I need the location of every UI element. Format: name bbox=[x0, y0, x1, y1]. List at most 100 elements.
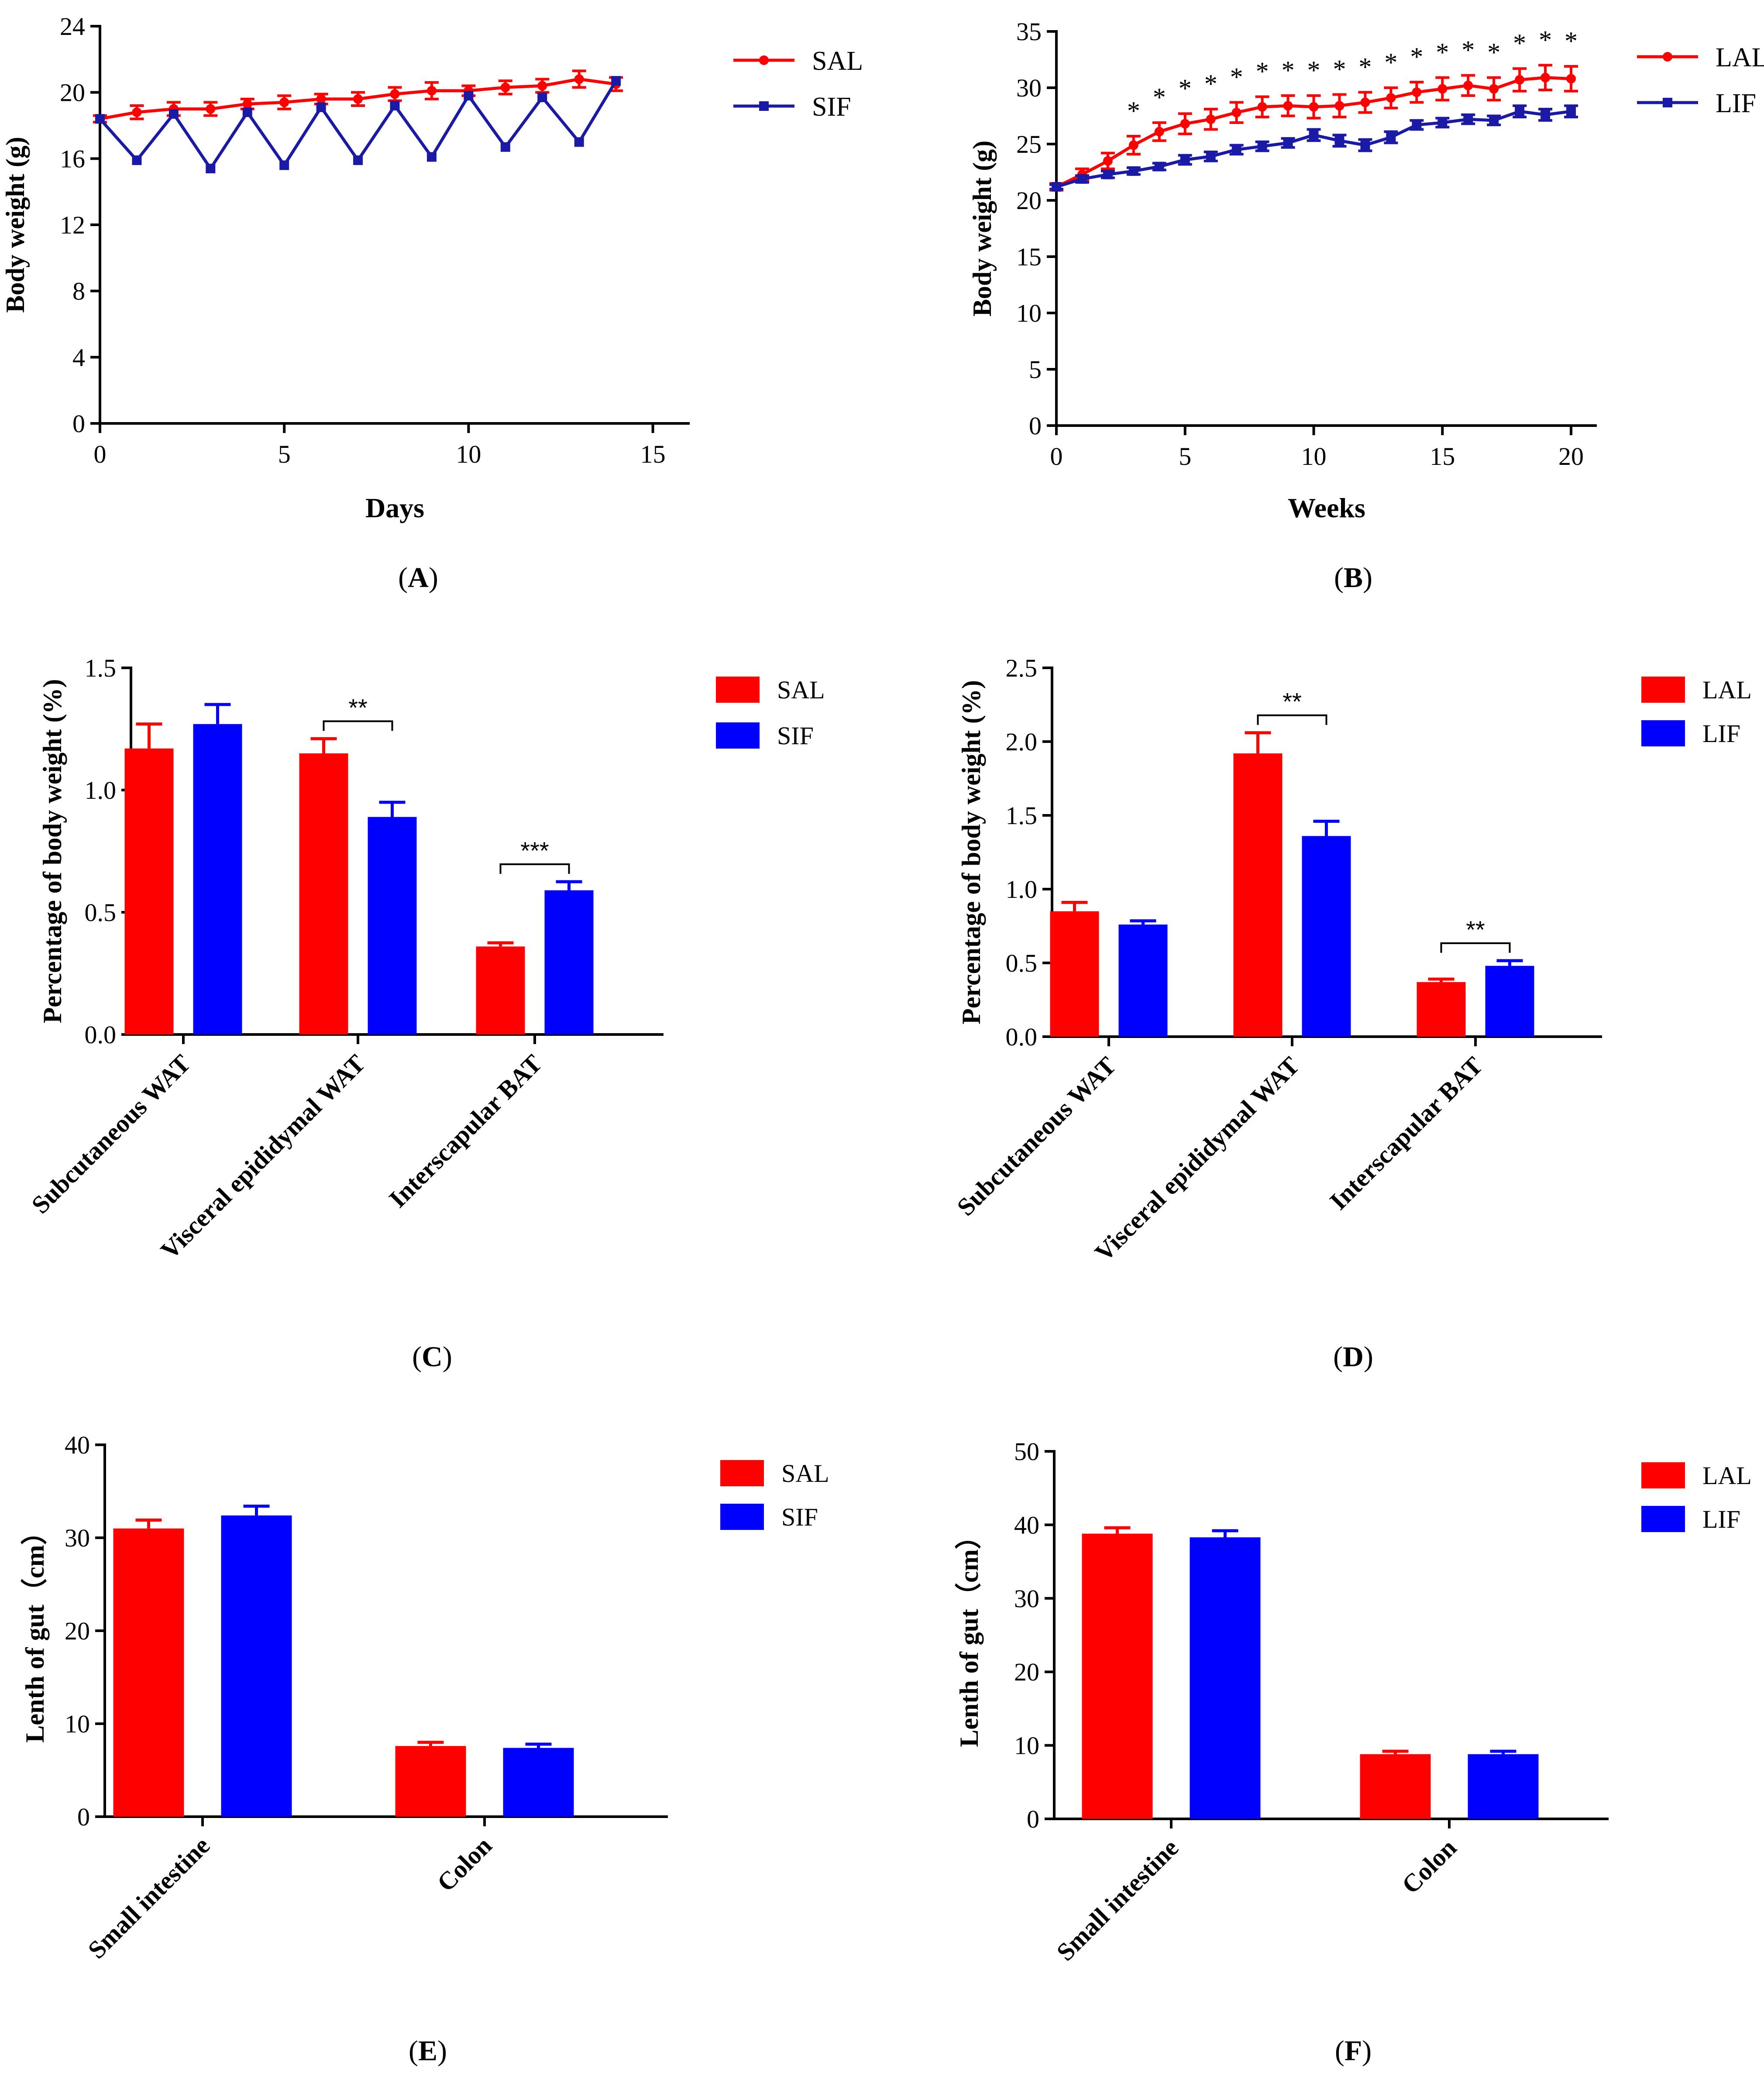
y-tick-label: 20 bbox=[65, 1617, 90, 1645]
data-point bbox=[132, 155, 142, 165]
legend-label: SAL bbox=[777, 676, 825, 704]
y-tick-label: 2.5 bbox=[1006, 654, 1038, 682]
y-tick-label: 16 bbox=[60, 144, 85, 173]
legend-swatch bbox=[1641, 1506, 1685, 1532]
x-tick-label: Visceral epididymal WAT bbox=[1089, 1051, 1305, 1267]
y-tick-label: 30 bbox=[65, 1524, 90, 1552]
significance-star: * bbox=[1127, 96, 1140, 125]
series-sal bbox=[113, 1519, 466, 1817]
data-point bbox=[1515, 75, 1525, 85]
legend-swatch bbox=[720, 1504, 764, 1530]
data-point bbox=[1231, 144, 1241, 155]
data-point bbox=[1283, 101, 1293, 111]
legend-label: LIF bbox=[1702, 1505, 1740, 1533]
y-tick-label: 0.0 bbox=[85, 1021, 117, 1049]
bar bbox=[1233, 753, 1283, 1037]
x-tick-label: 5 bbox=[1179, 442, 1191, 471]
data-point bbox=[1103, 156, 1113, 166]
y-tick-label: 40 bbox=[1014, 1511, 1039, 1539]
bar bbox=[1360, 1754, 1431, 1819]
data-point bbox=[1360, 140, 1370, 150]
bar bbox=[395, 1746, 466, 1817]
y-tick-label: 20 bbox=[1014, 1658, 1039, 1686]
data-point bbox=[1257, 102, 1267, 112]
y-tick-label: 20 bbox=[60, 79, 85, 107]
y-tick-label: 25 bbox=[1016, 130, 1042, 158]
data-point bbox=[1463, 114, 1473, 124]
significance-star: * bbox=[1282, 56, 1295, 85]
data-point bbox=[1128, 166, 1138, 176]
data-point bbox=[1360, 97, 1370, 107]
x-tick-label: 15 bbox=[640, 440, 666, 468]
series-sal bbox=[124, 722, 525, 1034]
data-point bbox=[1257, 141, 1267, 151]
x-axis-title: Days bbox=[365, 492, 424, 523]
y-tick-label: 30 bbox=[1016, 74, 1042, 102]
x-tick-label: 0 bbox=[1050, 442, 1063, 471]
x-tick-label: 0 bbox=[94, 440, 107, 468]
significance-star: * bbox=[1307, 56, 1320, 85]
chart-panel-d: 0.0 0.5 1.0 1.5 2.0 2.5 Percentage of body wei… bbox=[951, 654, 1751, 1373]
x-tick-label: Small intestine bbox=[1051, 1833, 1184, 1966]
legend-label: SAL bbox=[781, 1459, 829, 1488]
data-point bbox=[1540, 72, 1551, 82]
legend-swatch bbox=[1641, 1462, 1685, 1488]
data-point bbox=[1412, 87, 1422, 97]
chart-panel-e: 0 10 20 30 40 Lenth of gut（cm） Small intestine… bbox=[20, 1431, 829, 2067]
significance-star: * bbox=[1539, 25, 1552, 54]
bar bbox=[124, 748, 174, 1034]
series-sif bbox=[95, 76, 621, 174]
panel-caption: (F) bbox=[1335, 2035, 1372, 2067]
bar bbox=[1118, 924, 1168, 1037]
legend-label: LIF bbox=[1716, 89, 1756, 118]
x-tick-label: Small intestine bbox=[83, 1831, 216, 1964]
panel-caption: (D) bbox=[1333, 1341, 1373, 1373]
data-point bbox=[206, 104, 216, 114]
series-lal bbox=[1049, 64, 1578, 192]
legend-swatch bbox=[1641, 720, 1685, 746]
y-tick-label: 35 bbox=[1016, 17, 1042, 46]
legend-label: LIF bbox=[1702, 719, 1740, 748]
data-point bbox=[1463, 80, 1473, 90]
x-tick-label: Interscapular BAT bbox=[383, 1049, 547, 1213]
significance-star: * bbox=[1384, 48, 1397, 77]
significance-star: * bbox=[1179, 74, 1192, 103]
bar bbox=[503, 1748, 574, 1817]
legend-label: SAL bbox=[812, 46, 863, 76]
y-tick-label: 10 bbox=[1016, 299, 1042, 327]
bar bbox=[193, 724, 242, 1034]
data-point bbox=[316, 102, 326, 112]
data-point bbox=[611, 76, 621, 86]
panel-caption: (B) bbox=[1334, 562, 1372, 594]
y-axis-title: Lenth of gut（cm） bbox=[954, 1523, 983, 1747]
bar bbox=[1050, 911, 1099, 1037]
significance-star: * bbox=[1153, 83, 1166, 112]
bar bbox=[544, 890, 594, 1034]
y-tick-label: 0 bbox=[1027, 1805, 1039, 1833]
data-point bbox=[1206, 114, 1216, 124]
data-point bbox=[759, 55, 769, 65]
data-point bbox=[464, 91, 474, 101]
series-lal bbox=[1082, 1526, 1431, 1819]
data-point bbox=[1412, 120, 1422, 130]
significance-star: * bbox=[1230, 63, 1243, 92]
data-point bbox=[242, 99, 252, 109]
data-point bbox=[537, 93, 547, 103]
x-tick-label: Interscapular BAT bbox=[1324, 1051, 1488, 1215]
y-axis-title: Percentage of body weight (%) bbox=[38, 679, 67, 1024]
bar bbox=[221, 1515, 292, 1817]
y-tick-label: 0.5 bbox=[1006, 949, 1038, 977]
data-point bbox=[1566, 107, 1576, 117]
bar bbox=[113, 1528, 184, 1817]
data-point bbox=[1283, 138, 1293, 148]
x-tick-label: 15 bbox=[1430, 442, 1455, 471]
y-tick-label: 50 bbox=[1014, 1437, 1039, 1466]
y-tick-label: 1.5 bbox=[85, 654, 117, 682]
data-point bbox=[1180, 155, 1190, 165]
y-tick-label: 30 bbox=[1014, 1584, 1039, 1613]
y-tick-label: 10 bbox=[1014, 1732, 1039, 1760]
data-point bbox=[1309, 102, 1319, 112]
data-point bbox=[1334, 136, 1344, 146]
y-tick-label: 1.0 bbox=[1006, 875, 1038, 904]
significance-star: * bbox=[1513, 29, 1526, 58]
